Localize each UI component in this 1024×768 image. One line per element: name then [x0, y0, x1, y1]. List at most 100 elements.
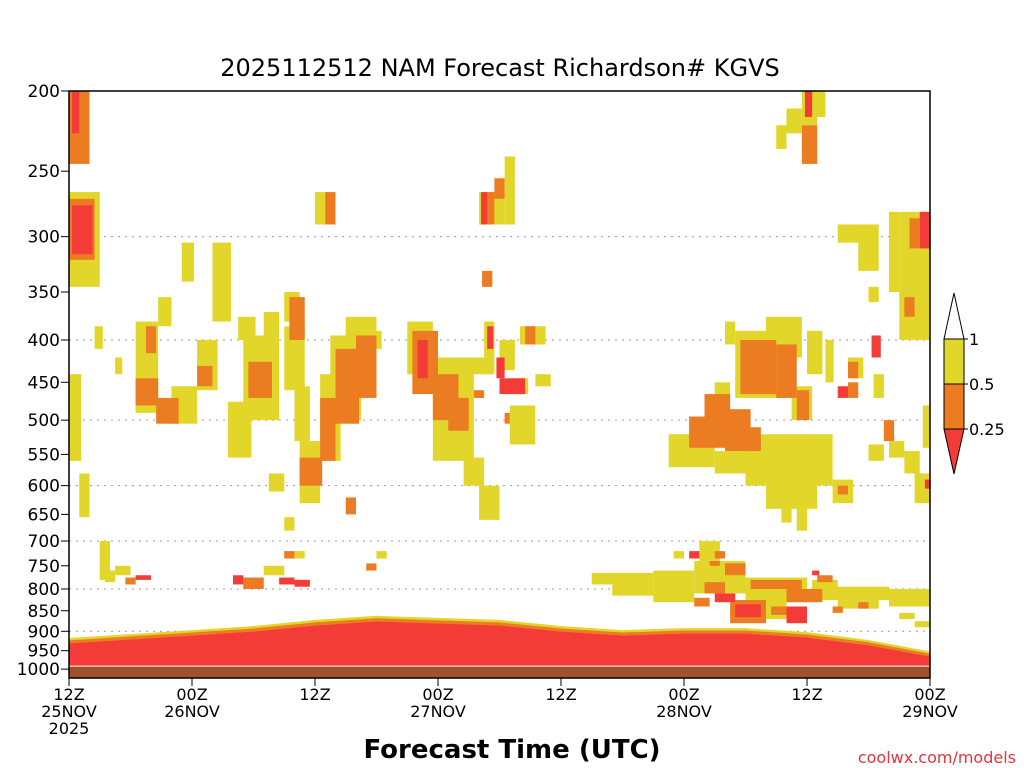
y-tick-label: 400: [28, 331, 60, 351]
ri-cell-yellow: [535, 374, 551, 387]
x-tick-label: 27NOV: [410, 702, 466, 721]
ri-cell-yellow: [612, 572, 654, 596]
ri-cell-yellow: [509, 405, 536, 445]
ri-cell-yellow: [115, 565, 131, 576]
ri-cell-orange: [704, 582, 725, 594]
ri-cell-red: [804, 91, 813, 117]
ri-cell-yellow: [294, 386, 310, 442]
ri-cell-yellow: [807, 330, 823, 375]
ri-cell-yellow: [889, 588, 930, 607]
ri-cell-orange: [740, 427, 761, 452]
ri-cell-red: [481, 192, 488, 225]
legend-label: 0.25: [969, 420, 1005, 439]
ground-layer: [69, 665, 930, 678]
ri-cell-yellow: [899, 612, 915, 620]
x-tick-label: 25NOV: [41, 702, 97, 721]
legend-swatch-orange: [943, 383, 965, 430]
ri-cell-red: [786, 606, 807, 624]
x-tick-label: 29NOV: [902, 702, 958, 721]
ri-cell-red: [689, 551, 700, 559]
color-legend: 1 0.5 0.25: [943, 292, 1005, 475]
ri-cell-orange: [197, 365, 213, 387]
ri-cell-yellow: [776, 125, 787, 149]
y-tick-label: 800: [28, 580, 60, 600]
ri-cell-yellow: [922, 405, 930, 448]
ri-cell-orange: [796, 390, 810, 421]
y-tick-label: 700: [28, 532, 60, 552]
legend-label: 1: [969, 330, 979, 349]
y-tick-label: 600: [28, 477, 60, 497]
ri-cell-red: [714, 593, 736, 603]
ground-fill: [69, 666, 930, 678]
ri-cell-yellow: [158, 297, 172, 327]
ri-cell-yellow: [284, 517, 295, 531]
legend-label: 0.5: [969, 375, 994, 394]
ri-cell-orange: [248, 361, 272, 398]
legend-swatch-yellow: [943, 338, 965, 385]
ri-cell-yellow: [873, 374, 884, 398]
y-tick-label: 500: [28, 411, 60, 431]
ri-cell-yellow: [725, 321, 736, 345]
ri-cell-yellow: [812, 91, 826, 117]
ri-cell-yellow: [904, 451, 920, 474]
ri-cell-orange: [858, 602, 869, 609]
ri-cell-yellow: [796, 503, 807, 531]
ri-cell-red: [919, 211, 930, 249]
ri-cell-orange: [909, 218, 920, 249]
ri-cell-red: [294, 579, 310, 587]
ri-cell-yellow: [858, 224, 879, 271]
ri-cell-yellow: [181, 242, 195, 282]
ri-cell-yellow: [825, 339, 834, 383]
ri-cell-yellow: [504, 178, 515, 225]
ri-cell-orange: [473, 390, 485, 398]
ri-cell-yellow: [99, 541, 110, 580]
ri-cell-orange: [694, 597, 710, 607]
ri-cell-orange: [740, 339, 777, 395]
y-tick-label: 1000: [17, 660, 60, 680]
ri-cell-orange: [325, 192, 336, 225]
ri-cell-yellow: [786, 108, 802, 134]
ri-cell-yellow: [268, 473, 285, 492]
ri-cell-red: [812, 570, 820, 576]
x-tick-label: 00Z: [914, 685, 945, 704]
ri-cell-orange: [135, 378, 159, 406]
x-tick-label: 12Z: [545, 685, 576, 704]
ri-cell-yellow: [868, 286, 879, 303]
ri-cell-orange: [448, 397, 469, 431]
ri-cell-yellow: [781, 503, 792, 523]
ri-cell-red: [72, 205, 93, 255]
ri-cell-orange: [750, 579, 802, 589]
ri-cell-yellow: [653, 570, 695, 603]
legend-bottom-arrow: [943, 428, 965, 475]
ri-cell-orange: [494, 178, 505, 199]
ri-cell-yellow: [69, 374, 82, 461]
ri-cell-orange: [525, 326, 536, 345]
y-tick-label: 300: [28, 228, 60, 248]
ri-cell-yellow: [504, 156, 515, 179]
ri-cell-red: [837, 386, 848, 398]
ri-cell-yellow: [212, 242, 231, 322]
ri-cell-yellow: [294, 551, 305, 559]
ri-cell-yellow: [889, 441, 905, 458]
ri-cell-orange: [504, 412, 510, 424]
ri-cell-yellow: [238, 316, 256, 340]
ri-cell-yellow: [889, 211, 900, 293]
y-tick-label: 250: [28, 162, 60, 182]
ri-cell-red: [72, 91, 80, 134]
ri-cell-yellow: [673, 551, 684, 559]
ri-cell-orange: [786, 588, 823, 603]
ri-cell-yellow: [914, 621, 930, 628]
ri-cell-orange: [832, 606, 843, 613]
ri-cell-orange: [125, 577, 136, 585]
y-tick-label: 750: [28, 557, 60, 577]
ri-cell-yellow: [812, 579, 838, 592]
ri-cell-orange: [817, 575, 833, 583]
ri-cell-orange: [345, 497, 356, 515]
ri-cell-yellow: [479, 485, 500, 520]
ri-cell-red: [924, 479, 930, 489]
chart-title: 2025112512 NAM Forecast Richardson# KGVS: [220, 54, 779, 82]
ri-cell-orange: [356, 335, 377, 398]
ri-cell-yellow: [376, 551, 387, 559]
ri-cell-red: [279, 577, 295, 585]
ri-cell-yellow: [104, 570, 116, 583]
